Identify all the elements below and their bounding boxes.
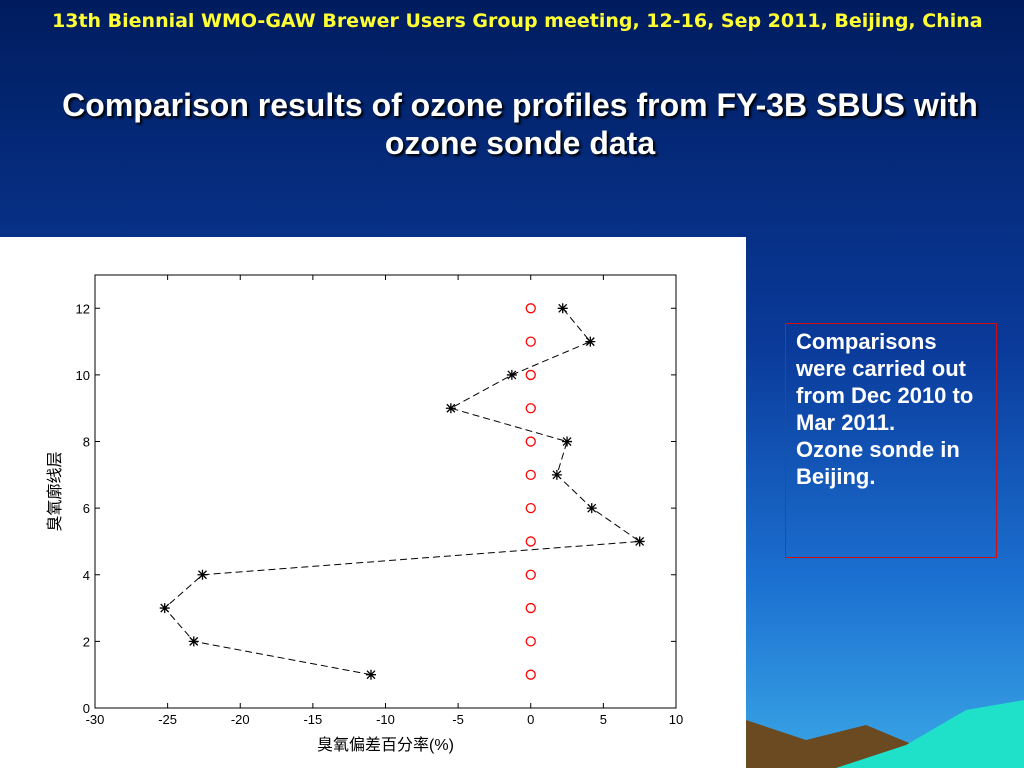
circle-marker (525, 303, 536, 314)
star-marker (562, 436, 573, 447)
chart-background (0, 237, 746, 768)
circle-marker (525, 569, 536, 580)
x-tick-label: 10 (669, 712, 683, 727)
star-marker (586, 503, 597, 514)
star-marker (188, 636, 199, 647)
y-tick-label: 8 (83, 435, 90, 450)
star-marker (634, 536, 645, 547)
circle-marker (525, 669, 536, 680)
y-tick-label: 6 (83, 501, 90, 516)
star-marker (197, 569, 208, 580)
x-tick-label: 0 (527, 712, 534, 727)
star-marker (506, 369, 517, 380)
chart: -30 -25 -20 -15 -10 -5 0 5 10 0 2 4 6 8 10 12 臭氧偏差百分率(%)… (0, 237, 746, 768)
star-marker (159, 603, 170, 614)
circle-marker (525, 469, 536, 480)
y-tick-label: 2 (83, 634, 90, 649)
x-tick-label: -20 (231, 712, 250, 727)
circle-marker (525, 336, 536, 347)
y-tick-label: 4 (83, 568, 90, 583)
x-axis-label: 臭氧偏差百分率(%) (317, 736, 454, 754)
circle-marker (525, 536, 536, 547)
y-axis-label: 臭氧廓线层 (46, 451, 64, 531)
circle-marker (525, 503, 536, 514)
y-tick-label: 10 (76, 368, 90, 383)
circle-marker (525, 636, 536, 647)
note-text: Comparisons were carried out from Dec 20… (796, 329, 974, 435)
circle-marker (525, 403, 536, 414)
circle-marker (525, 436, 536, 447)
star-marker (585, 336, 596, 347)
note-text: Ozone sonde in Beijing. (796, 437, 960, 489)
x-tick-label: -15 (303, 712, 322, 727)
star-marker (445, 403, 456, 414)
landscape (746, 700, 1024, 768)
circle-marker (525, 369, 536, 381)
slide-title: Comparison results of ozone profiles fro… (62, 87, 978, 161)
y-tick-label: 0 (83, 701, 90, 716)
x-tick-label: -10 (376, 712, 395, 727)
profile-line (164, 307, 642, 676)
meeting-header: 13th Biennial WMO-GAW Brewer Users Group… (52, 10, 983, 32)
x-tick-label: 5 (600, 712, 607, 727)
x-tick-label: -30 (86, 712, 105, 727)
star-marker (557, 303, 568, 314)
star-marker (551, 469, 562, 480)
x-tick-label: -5 (452, 712, 464, 727)
x-tick-label: -25 (158, 712, 177, 727)
y-tick-label: 12 (76, 301, 90, 316)
circle-marker (525, 602, 536, 614)
star-marker (365, 669, 376, 680)
note-box: Comparisons were carried out from Dec 20… (785, 323, 997, 558)
